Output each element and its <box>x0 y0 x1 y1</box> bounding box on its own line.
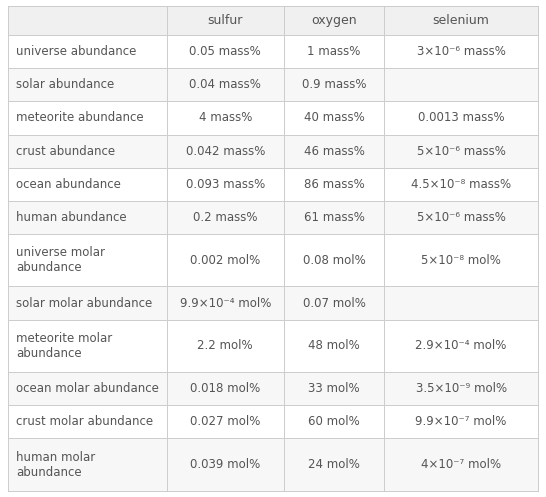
Text: 2.9×10⁻⁴ mol%: 2.9×10⁻⁴ mol% <box>416 339 507 352</box>
Text: 61 mass%: 61 mass% <box>304 211 364 224</box>
Text: meteorite abundance: meteorite abundance <box>16 111 144 124</box>
Text: 0.002 mol%: 0.002 mol% <box>190 253 260 267</box>
Text: 86 mass%: 86 mass% <box>304 178 364 191</box>
Text: oxygen: oxygen <box>311 14 357 27</box>
Bar <box>8 405 538 438</box>
Text: 60 mol%: 60 mol% <box>308 415 360 428</box>
Text: 46 mass%: 46 mass% <box>304 145 364 158</box>
Text: human abundance: human abundance <box>16 211 127 224</box>
Bar <box>8 167 538 201</box>
Text: 33 mol%: 33 mol% <box>308 382 360 395</box>
Text: 0.0013 mass%: 0.0013 mass% <box>418 111 505 124</box>
Text: 48 mol%: 48 mol% <box>308 339 360 352</box>
Bar <box>8 372 538 405</box>
Text: 24 mol%: 24 mol% <box>308 458 360 471</box>
Text: 5×10⁻⁶ mass%: 5×10⁻⁶ mass% <box>417 211 506 224</box>
Text: 0.04 mass%: 0.04 mass% <box>189 79 261 91</box>
Text: 0.07 mol%: 0.07 mol% <box>302 297 365 310</box>
Text: 0.027 mol%: 0.027 mol% <box>190 415 260 428</box>
Bar <box>8 201 538 234</box>
Text: human molar
abundance: human molar abundance <box>16 451 95 479</box>
Text: solar abundance: solar abundance <box>16 79 114 91</box>
Bar <box>8 286 538 320</box>
Text: 9.9×10⁻⁷ mol%: 9.9×10⁻⁷ mol% <box>416 415 507 428</box>
Text: meteorite molar
abundance: meteorite molar abundance <box>16 332 112 360</box>
Text: crust molar abundance: crust molar abundance <box>16 415 153 428</box>
Text: 0.042 mass%: 0.042 mass% <box>186 145 265 158</box>
Text: universe molar
abundance: universe molar abundance <box>16 246 105 274</box>
Text: crust abundance: crust abundance <box>16 145 115 158</box>
Text: 2.2 mol%: 2.2 mol% <box>198 339 253 352</box>
Text: 0.093 mass%: 0.093 mass% <box>186 178 265 191</box>
Text: universe abundance: universe abundance <box>16 45 136 58</box>
Bar <box>8 35 538 68</box>
Bar <box>8 6 538 35</box>
Text: 3.5×10⁻⁹ mol%: 3.5×10⁻⁹ mol% <box>416 382 507 395</box>
Text: ocean molar abundance: ocean molar abundance <box>16 382 159 395</box>
Text: solar molar abundance: solar molar abundance <box>16 297 152 310</box>
Bar <box>8 438 538 491</box>
Text: 0.9 mass%: 0.9 mass% <box>302 79 366 91</box>
Text: 0.05 mass%: 0.05 mass% <box>189 45 261 58</box>
Text: 9.9×10⁻⁴ mol%: 9.9×10⁻⁴ mol% <box>180 297 271 310</box>
Bar <box>8 320 538 372</box>
Bar <box>8 234 538 286</box>
Bar <box>8 68 538 101</box>
Text: 3×10⁻⁶ mass%: 3×10⁻⁶ mass% <box>417 45 506 58</box>
Text: 5×10⁻⁸ mol%: 5×10⁻⁸ mol% <box>421 253 501 267</box>
Bar <box>8 101 538 135</box>
Text: 4 mass%: 4 mass% <box>199 111 252 124</box>
Text: 4×10⁻⁷ mol%: 4×10⁻⁷ mol% <box>421 458 501 471</box>
Bar <box>8 135 538 167</box>
Text: 5×10⁻⁶ mass%: 5×10⁻⁶ mass% <box>417 145 506 158</box>
Text: 0.039 mol%: 0.039 mol% <box>190 458 260 471</box>
Text: ocean abundance: ocean abundance <box>16 178 121 191</box>
Text: 4.5×10⁻⁸ mass%: 4.5×10⁻⁸ mass% <box>411 178 511 191</box>
Text: 0.2 mass%: 0.2 mass% <box>193 211 258 224</box>
Text: selenium: selenium <box>433 14 490 27</box>
Text: 1 mass%: 1 mass% <box>307 45 361 58</box>
Text: 40 mass%: 40 mass% <box>304 111 364 124</box>
Text: 0.018 mol%: 0.018 mol% <box>190 382 260 395</box>
Text: 0.08 mol%: 0.08 mol% <box>302 253 365 267</box>
Text: sulfur: sulfur <box>207 14 243 27</box>
